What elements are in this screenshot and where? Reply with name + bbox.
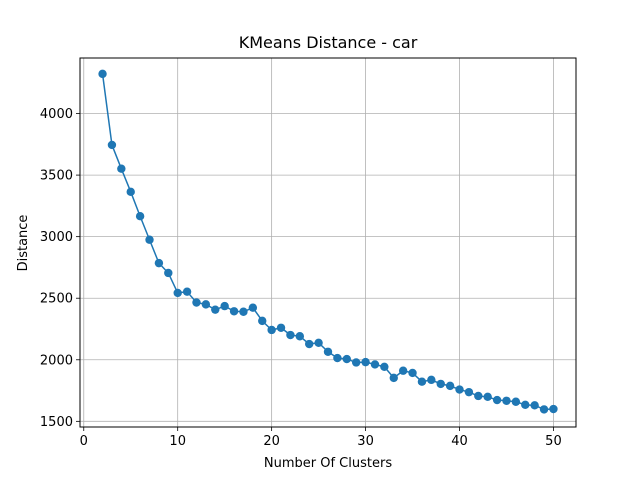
data-point (182, 287, 192, 296)
x-tick-label: 10 (169, 434, 186, 449)
y-tick-label: 4000 (40, 107, 73, 122)
data-point (380, 362, 389, 371)
data-point (342, 354, 351, 364)
data-point (445, 381, 455, 391)
data-point (398, 366, 408, 375)
y-tick-label: 3000 (40, 230, 73, 245)
data-point (417, 377, 427, 386)
data-point (267, 325, 276, 335)
data-point (305, 339, 314, 349)
axis-ticks: 0 10 20 30 40 50 1500 2000 2500 3000 3500 4000 (40, 107, 562, 449)
data-point (314, 338, 323, 347)
data-point (126, 187, 135, 197)
y-tick-label: 2500 (40, 292, 73, 307)
data-point (530, 401, 539, 410)
data-point (492, 395, 502, 405)
series-layer (98, 69, 558, 414)
data-point (117, 164, 126, 173)
y-axis-label: Distance (16, 215, 31, 272)
data-point (107, 140, 117, 150)
y-tick-label: 2000 (40, 353, 73, 368)
data-point (436, 379, 445, 389)
data-point (239, 307, 248, 316)
y-tick-label: 3500 (40, 169, 73, 184)
data-point (370, 360, 380, 369)
data-point (539, 405, 549, 414)
data-point (248, 303, 258, 312)
x-tick-label: 50 (545, 434, 562, 449)
data-point (361, 357, 370, 367)
chart-title: KMeans Distance - car (239, 33, 418, 52)
data-point (351, 358, 361, 367)
data-point (502, 396, 511, 405)
data-point (474, 391, 483, 401)
data-point (286, 330, 295, 340)
data-point (154, 258, 164, 268)
data-point (389, 373, 398, 383)
data-point (408, 368, 417, 378)
data-point (145, 235, 154, 244)
data-point (483, 392, 492, 402)
data-point (258, 316, 267, 326)
y-tick-label: 1500 (40, 415, 73, 430)
data-point (98, 69, 107, 79)
data-point (192, 298, 201, 307)
data-point (135, 212, 145, 221)
data-point (521, 400, 530, 410)
data-point (173, 288, 182, 298)
data-point (164, 268, 173, 278)
grid-lines (80, 58, 576, 427)
x-axis-label: Number Of Clusters (264, 456, 392, 471)
x-tick-label: 0 (80, 434, 88, 449)
data-point (276, 323, 286, 332)
x-tick-label: 40 (451, 434, 468, 449)
data-point (211, 305, 220, 314)
data-point (427, 375, 436, 385)
x-tick-label: 20 (263, 434, 280, 449)
plot-area-frame (79, 57, 577, 428)
data-point (229, 307, 239, 316)
data-point (295, 332, 305, 341)
data-point (323, 347, 333, 356)
data-point (464, 387, 474, 397)
data-point (455, 385, 464, 394)
data-point (201, 300, 211, 309)
x-tick-label: 30 (357, 434, 374, 449)
data-point (220, 301, 229, 311)
data-point (333, 353, 342, 363)
data-point (549, 404, 558, 414)
data-point (511, 397, 521, 406)
